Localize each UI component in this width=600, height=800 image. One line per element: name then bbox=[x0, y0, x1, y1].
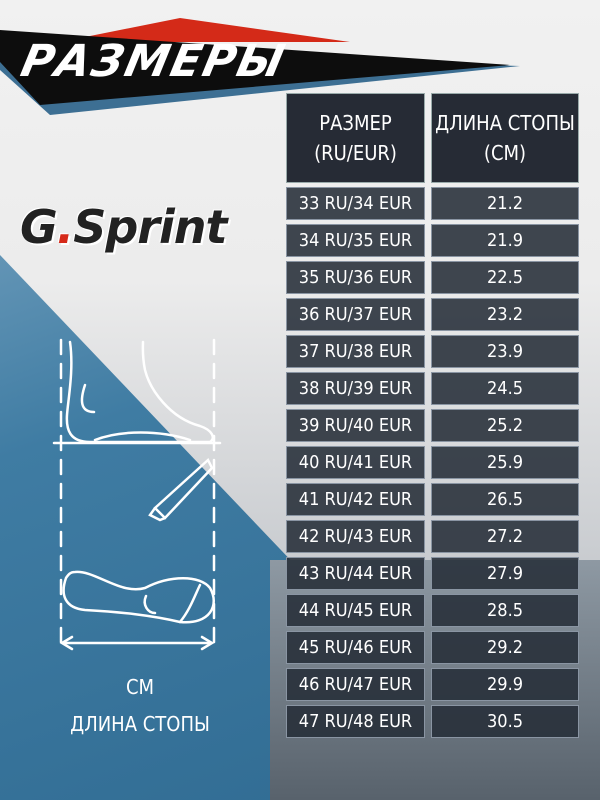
length-cell: 21.2 bbox=[431, 187, 579, 220]
table-row: 41 RU/42 EUR 26.5 bbox=[286, 483, 579, 516]
length-cell: 21.9 bbox=[431, 224, 579, 257]
size-cell: 43 RU/44 EUR bbox=[286, 557, 425, 590]
table-row: 36 RU/37 EUR 23.2 bbox=[286, 298, 579, 331]
foot-measurement-icon bbox=[52, 338, 222, 652]
size-cell: 38 RU/39 EUR bbox=[286, 372, 425, 405]
title-banner bbox=[0, 18, 520, 115]
table-row: 42 RU/43 EUR 27.2 bbox=[286, 520, 579, 553]
table-row: 45 RU/46 EUR 29.2 bbox=[286, 631, 579, 664]
pencil-icon bbox=[148, 457, 214, 522]
table-row: 44 RU/45 EUR 28.5 bbox=[286, 594, 579, 627]
table-row: 34 RU/35 EUR 21.9 bbox=[286, 224, 579, 257]
table-row: 40 RU/41 EUR 25.9 bbox=[286, 446, 579, 479]
length-cell: 27.2 bbox=[431, 520, 579, 553]
table-row: 33 RU/34 EUR 21.2 bbox=[286, 187, 579, 220]
table-row: 37 RU/38 EUR 23.9 bbox=[286, 335, 579, 368]
size-cell: 46 RU/47 EUR bbox=[286, 668, 425, 701]
size-cell: 34 RU/35 EUR bbox=[286, 224, 425, 257]
length-cell: 30.5 bbox=[431, 705, 579, 738]
size-cell: 33 RU/34 EUR bbox=[286, 187, 425, 220]
length-cell: 29.2 bbox=[431, 631, 579, 664]
unit-label: СМ bbox=[125, 675, 155, 699]
size-cell: 35 RU/36 EUR bbox=[286, 261, 425, 294]
length-cell: 24.5 bbox=[431, 372, 579, 405]
length-cell: 25.9 bbox=[431, 446, 579, 479]
size-table: РАЗМЕР (RU/EUR) ДЛИНА СТОПЫ (СМ) 33 RU/34 … bbox=[280, 89, 585, 742]
length-cell: 23.2 bbox=[431, 298, 579, 331]
size-cell: 44 RU/45 EUR bbox=[286, 594, 425, 627]
table-row: 39 RU/40 EUR 25.2 bbox=[286, 409, 579, 442]
length-cell: 29.9 bbox=[431, 668, 579, 701]
table-row: 35 RU/36 EUR 22.5 bbox=[286, 261, 579, 294]
table-row: 43 RU/44 EUR 27.9 bbox=[286, 557, 579, 590]
length-cell: 27.9 bbox=[431, 557, 579, 590]
size-cell: 36 RU/37 EUR bbox=[286, 298, 425, 331]
table-row: 46 RU/47 EUR 29.9 bbox=[286, 668, 579, 701]
header-size: РАЗМЕР (RU/EUR) bbox=[286, 93, 425, 183]
length-cell: 28.5 bbox=[431, 594, 579, 627]
table-header-row: РАЗМЕР (RU/EUR) ДЛИНА СТОПЫ (СМ) bbox=[286, 93, 579, 183]
size-cell: 42 RU/43 EUR bbox=[286, 520, 425, 553]
length-cell: 25.2 bbox=[431, 409, 579, 442]
size-cell: 47 RU/48 EUR bbox=[286, 705, 425, 738]
length-cell: 22.5 bbox=[431, 261, 579, 294]
size-cell: 45 RU/46 EUR bbox=[286, 631, 425, 664]
table-row: 38 RU/39 EUR 24.5 bbox=[286, 372, 579, 405]
length-cell: 26.5 bbox=[431, 483, 579, 516]
size-cell: 37 RU/38 EUR bbox=[286, 335, 425, 368]
size-cell: 41 RU/42 EUR bbox=[286, 483, 425, 516]
length-cell: 23.9 bbox=[431, 335, 579, 368]
header-foot-length: ДЛИНА СТОПЫ (СМ) bbox=[431, 93, 579, 183]
page-title: РАЗМЕРЫ bbox=[16, 36, 291, 87]
brand-logo: G.Sprint bbox=[20, 200, 228, 254]
foot-length-label: ДЛИНА СТОПЫ bbox=[70, 712, 210, 736]
table-row: 47 RU/48 EUR 30.5 bbox=[286, 705, 579, 738]
size-cell: 39 RU/40 EUR bbox=[286, 409, 425, 442]
size-cell: 40 RU/41 EUR bbox=[286, 446, 425, 479]
